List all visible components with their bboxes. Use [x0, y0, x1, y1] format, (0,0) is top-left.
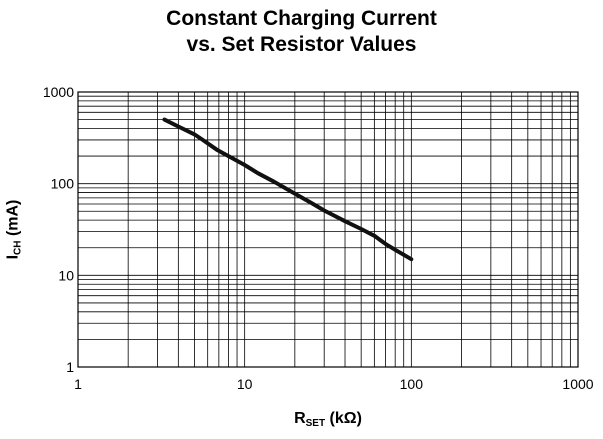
x-axis-label-unit: (kΩ) — [325, 410, 362, 427]
x-tick-label: 10 — [237, 376, 253, 392]
series-line — [162, 117, 414, 262]
x-tick-label: 1000 — [562, 376, 593, 392]
grid-lines — [78, 92, 578, 367]
y-tick-label: 1000 — [43, 84, 74, 100]
x-axis-label-main: R — [294, 410, 306, 427]
chart-title-line1: Constant Charging Current — [166, 7, 437, 30]
y-tick-labels: 1 10 100 1000 — [43, 84, 74, 375]
x-axis-label-sub: SET — [305, 418, 326, 429]
chart-title-line2: vs. Set Resistor Values — [186, 33, 417, 56]
plot-frame — [77, 91, 579, 368]
x-tick-label: 100 — [400, 376, 424, 392]
y-tick-label: 100 — [51, 176, 75, 192]
x-tick-label: 1 — [74, 376, 82, 392]
y-tick-label: 10 — [58, 267, 74, 283]
y-tick-label: 1 — [66, 359, 74, 375]
x-tick-labels: 1 10 100 1000 — [74, 376, 594, 392]
x-axis-label: RSET (kΩ) — [78, 410, 578, 429]
chart-title: Constant Charging Current vs. Set Resist… — [0, 6, 603, 58]
